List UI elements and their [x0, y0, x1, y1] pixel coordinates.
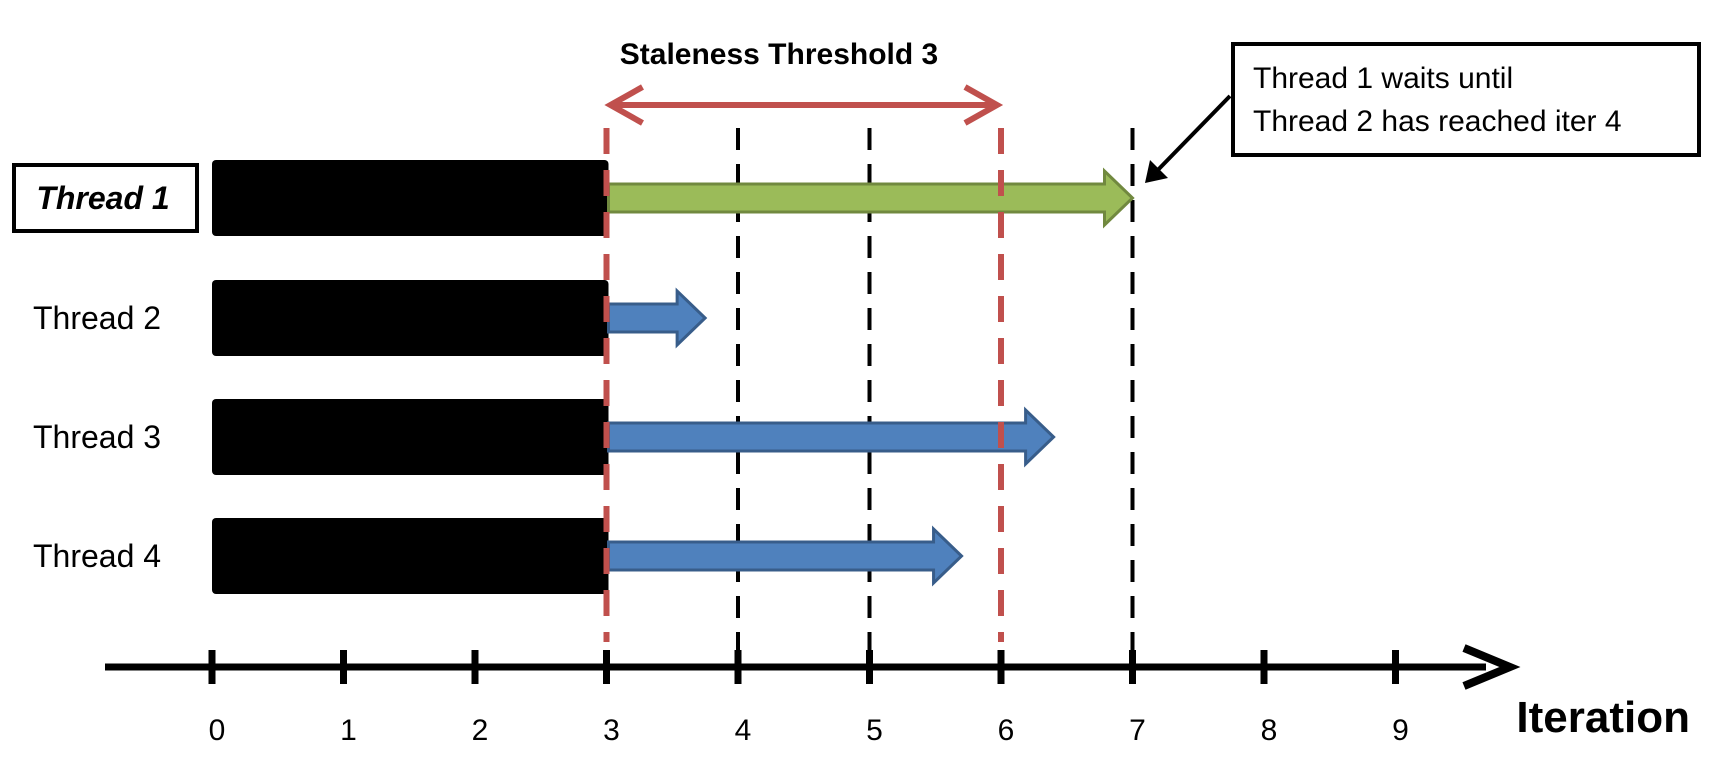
tick-label-4: 4 — [735, 714, 752, 747]
thread-1-label-box — [12, 163, 199, 233]
tick-label-9: 9 — [1392, 714, 1409, 747]
tick-label-0: 0 — [209, 714, 226, 747]
staleness-arrow-left-head — [604, 84, 644, 126]
callout-line-1: Thread 1 waits until — [1253, 62, 1513, 95]
thread-2-progress-arrow — [607, 287, 708, 349]
staleness-threshold-label: Staleness Threshold 3 — [620, 38, 938, 71]
thread-1-completed-bar — [212, 160, 609, 236]
tick-label-3: 3 — [603, 714, 620, 747]
thread-3-progress-arrow — [607, 406, 1056, 468]
iteration-axis-arrowhead — [1462, 644, 1521, 690]
thread-2-completed-bar — [212, 280, 609, 356]
tick-label-8: 8 — [1261, 714, 1278, 747]
callout-pointer-arrow — [1145, 94, 1232, 183]
tick-label-2: 2 — [472, 714, 489, 747]
tick-label-6: 6 — [998, 714, 1015, 747]
thread-3-label: Thread 3 — [33, 419, 161, 455]
thread-4-progress-arrow — [607, 525, 964, 587]
tick-label-7: 7 — [1129, 714, 1146, 747]
thread-2-label: Thread 2 — [33, 300, 161, 336]
staleness-arrow-right-head — [963, 84, 1004, 126]
thread-3-completed-bar — [212, 399, 609, 475]
callout-line-2: Thread 2 has reached iter 4 — [1253, 105, 1622, 138]
tick-label-5: 5 — [866, 714, 883, 747]
iteration-axis-label: Iteration — [1516, 693, 1690, 742]
callout-box: Thread 1 waits until Thread 2 has reache… — [1145, 42, 1701, 183]
thread-1-label: Thread 1 — [36, 180, 169, 216]
tick-label-1: 1 — [340, 714, 357, 747]
thread-4-label: Thread 4 — [33, 538, 161, 574]
thread-4-completed-bar — [212, 518, 609, 594]
